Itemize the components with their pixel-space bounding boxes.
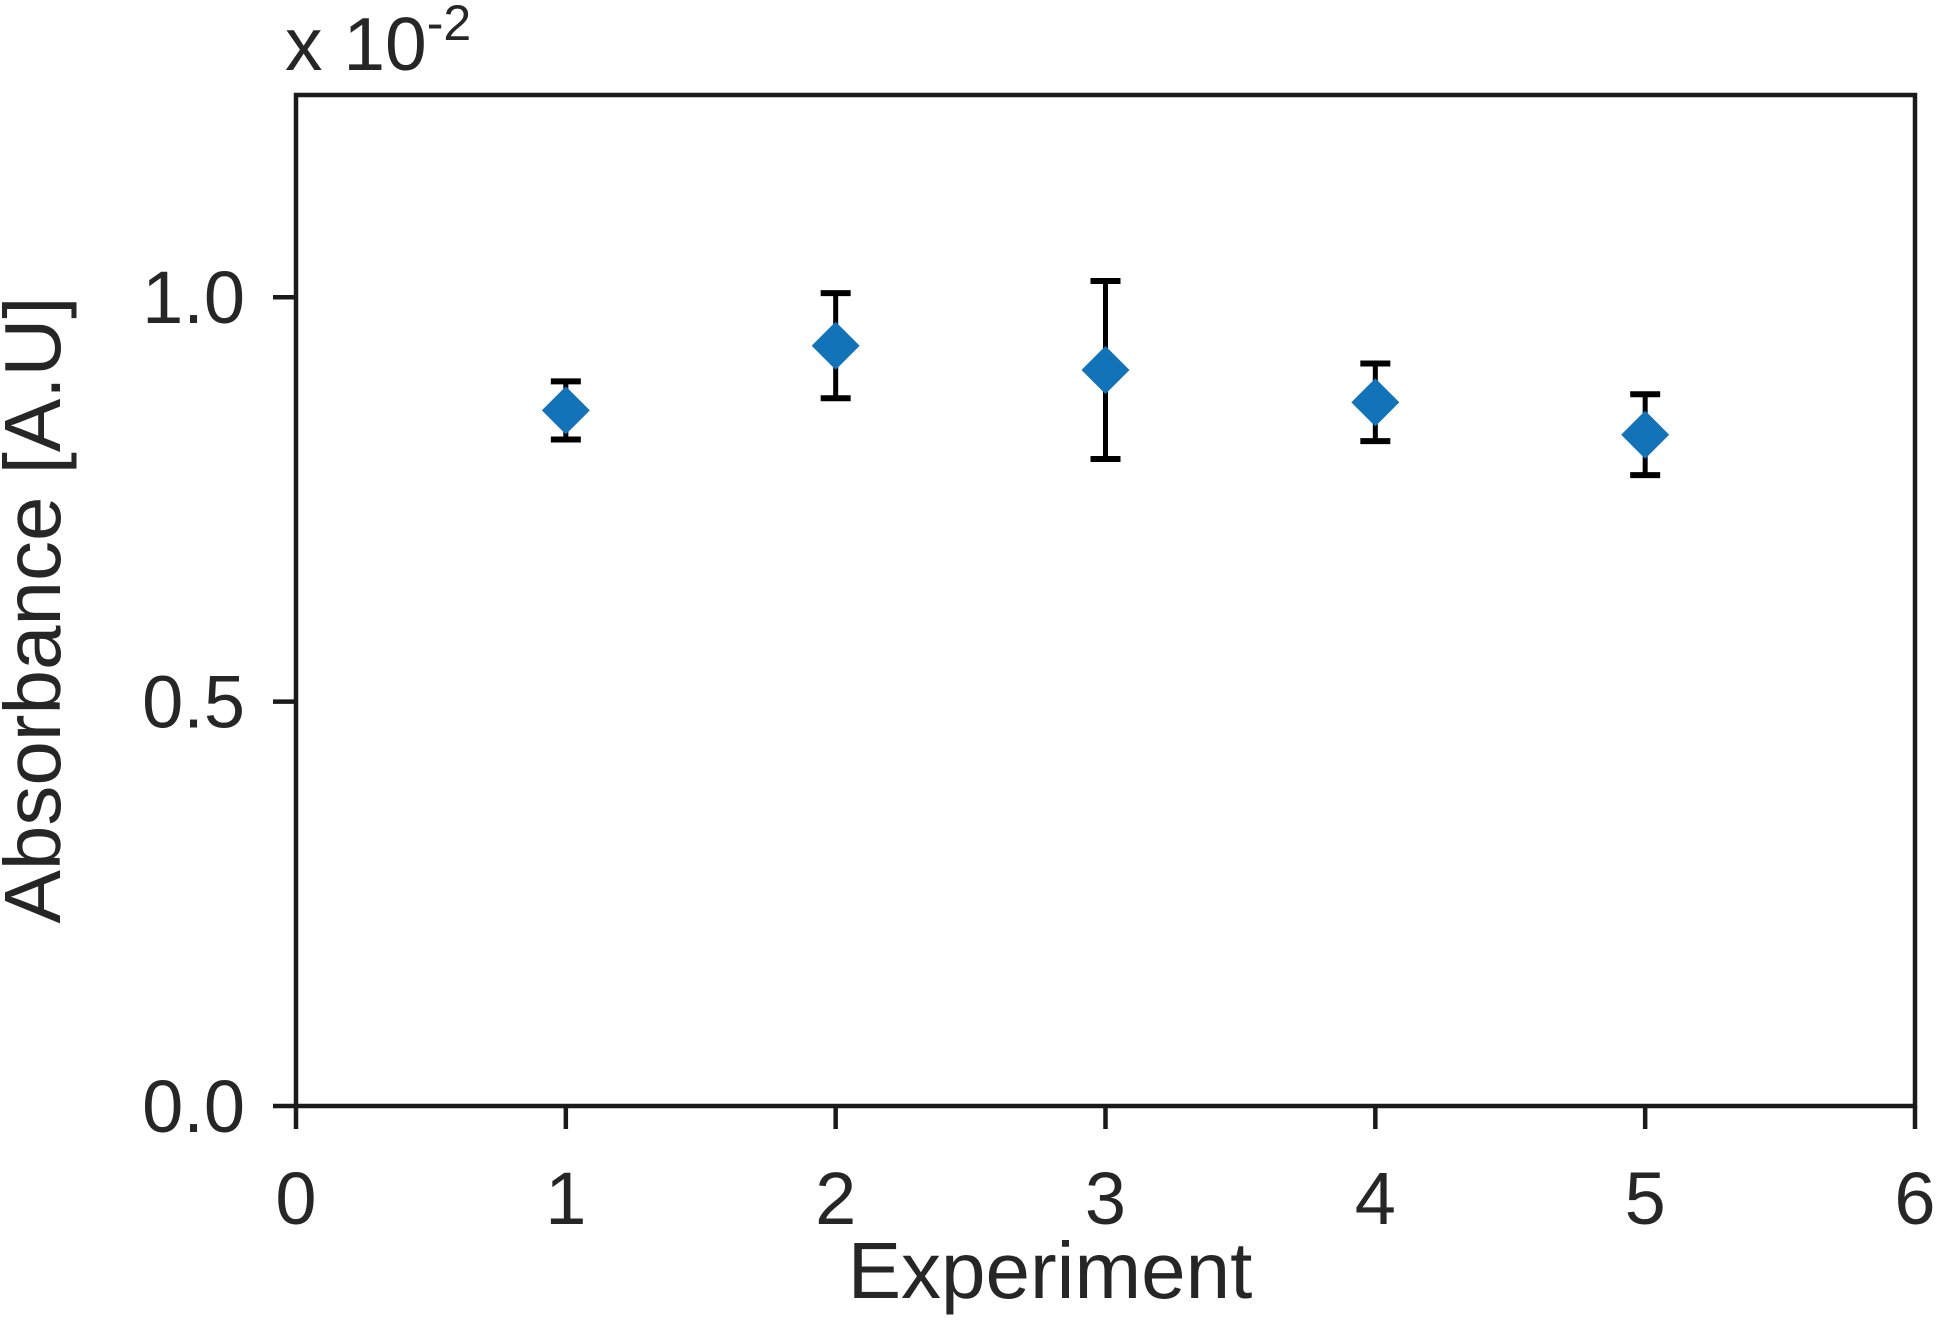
x-tick-label: 3 [1085,1157,1126,1240]
y-tick-label: 1.0 [142,256,245,339]
y-axis-label: Absorbance [A.U] [0,297,77,924]
x-tick-label: 1 [545,1157,586,1240]
y-axis-multiplier-label: x 10-2 [285,0,471,86]
y-tick-label: 0.0 [142,1065,245,1148]
data-point-diamond [1621,410,1670,459]
x-axis-ticks: 0 1 2 3 4 5 6 [275,1106,1936,1240]
x-tick-label: 2 [815,1157,856,1240]
x-tick-label: 6 [1894,1157,1935,1240]
y-axis-ticks: 0.0 0.5 1.0 [142,256,296,1148]
x-tick-label: 0 [275,1157,316,1240]
data-point-diamond [541,386,590,435]
data-point-diamond [811,321,860,370]
y-axis-multiplier-exponent: -2 [427,0,471,51]
x-tick-label: 4 [1355,1157,1396,1240]
y-tick-label: 0.5 [142,661,245,744]
y-axis-multiplier-base: x 10 [285,2,427,86]
data-markers [541,321,1670,459]
plot-area [293,92,1918,1109]
data-point-diamond [1081,345,1130,394]
x-axis-label: Experiment [848,1226,1253,1315]
data-point-diamond [1351,378,1400,427]
x-tick-label: 5 [1625,1157,1666,1240]
